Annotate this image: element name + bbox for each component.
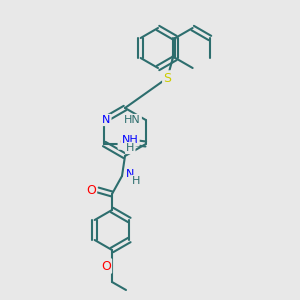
Text: HN: HN (124, 115, 141, 125)
Text: O: O (101, 260, 111, 272)
Text: O: O (119, 136, 129, 148)
Text: H: H (126, 143, 134, 153)
Text: N: N (126, 169, 134, 179)
Text: H: H (132, 176, 140, 186)
Text: S: S (163, 71, 171, 85)
Text: O: O (86, 184, 96, 196)
Text: NH: NH (122, 135, 139, 145)
Text: N: N (102, 115, 110, 125)
